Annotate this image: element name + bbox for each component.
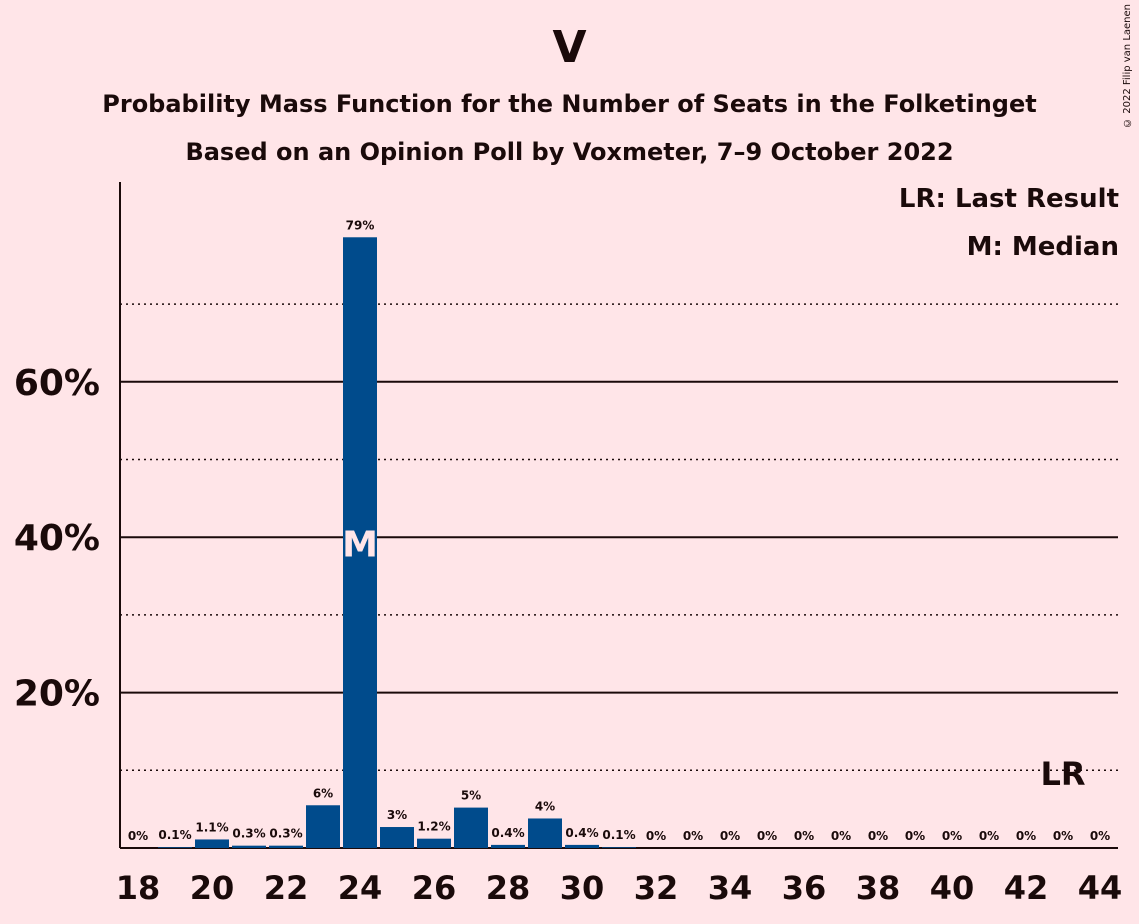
bar-seat-20 — [195, 839, 229, 848]
bar-seat-28 — [491, 844, 525, 848]
x-tick-label: 42 — [1004, 869, 1049, 907]
data-label: 0% — [683, 829, 703, 843]
data-label: 0.3% — [269, 827, 302, 841]
bar-seat-30 — [565, 844, 599, 848]
x-tick-label: 44 — [1078, 869, 1123, 907]
x-tick-label: 36 — [782, 869, 827, 907]
data-label: 0% — [794, 829, 814, 843]
data-label: 0.1% — [602, 828, 635, 842]
data-label: 0.4% — [565, 826, 598, 840]
x-tick-label: 38 — [856, 869, 901, 907]
data-label: 0% — [1016, 829, 1036, 843]
data-label: 0% — [757, 829, 777, 843]
data-label: 0% — [1090, 829, 1110, 843]
y-tick-label: 40% — [14, 518, 100, 559]
bar-seat-31 — [602, 847, 636, 848]
x-tick-label: 26 — [412, 869, 457, 907]
bar-seat-27 — [454, 807, 488, 848]
data-label: 3% — [387, 808, 407, 822]
legend-median: M: Median — [966, 232, 1119, 262]
bar-seat-21 — [232, 845, 266, 848]
bar-seat-25 — [380, 827, 414, 848]
y-tick-label: 60% — [14, 363, 100, 404]
data-label: 0.4% — [491, 826, 524, 840]
bar-seat-26 — [417, 838, 451, 848]
data-label: 79% — [346, 218, 375, 232]
y-tick-label: 20% — [14, 674, 100, 715]
legend-last-result: LR: Last Result — [898, 184, 1119, 214]
x-tick-label: 28 — [486, 869, 531, 907]
data-label: 0% — [646, 829, 666, 843]
data-label: 0.3% — [232, 827, 265, 841]
x-tick-label: 32 — [634, 869, 679, 907]
bar-seat-23 — [306, 805, 340, 848]
data-label: 0% — [831, 829, 851, 843]
data-label: 0% — [1053, 829, 1073, 843]
chart-subtitle-line-1: Probability Mass Function for the Number… — [102, 90, 1037, 118]
data-label: 5% — [461, 789, 481, 803]
median-marker: M — [342, 525, 378, 566]
bar-seat-22 — [269, 845, 303, 848]
x-tick-label: 18 — [116, 869, 161, 907]
data-label: 0.1% — [158, 828, 191, 842]
x-tick-label: 20 — [190, 869, 235, 907]
data-label: 0% — [720, 829, 740, 843]
data-label: 0% — [868, 829, 888, 843]
data-label: 4% — [535, 799, 555, 813]
chart-subtitle-line-2: Based on an Opinion Poll by Voxmeter, 7–… — [185, 138, 954, 166]
x-tick-label: 24 — [338, 869, 383, 907]
bar-seat-24 — [343, 237, 377, 848]
data-label: 1.1% — [195, 820, 228, 834]
x-tick-label: 34 — [708, 869, 753, 907]
x-tick-label: 22 — [264, 869, 309, 907]
data-label: 0% — [979, 829, 999, 843]
bar-seat-19 — [158, 847, 192, 848]
data-label: 1.2% — [417, 820, 450, 834]
x-tick-label: 40 — [930, 869, 975, 907]
data-label: 0% — [128, 829, 148, 843]
data-label: 0% — [905, 829, 925, 843]
last-result-marker: LR — [1040, 755, 1085, 793]
chart-title: V — [552, 22, 587, 73]
data-label: 6% — [313, 786, 333, 800]
x-tick-label: 30 — [560, 869, 605, 907]
data-label: 0% — [942, 829, 962, 843]
bar-seat-29 — [528, 818, 562, 848]
